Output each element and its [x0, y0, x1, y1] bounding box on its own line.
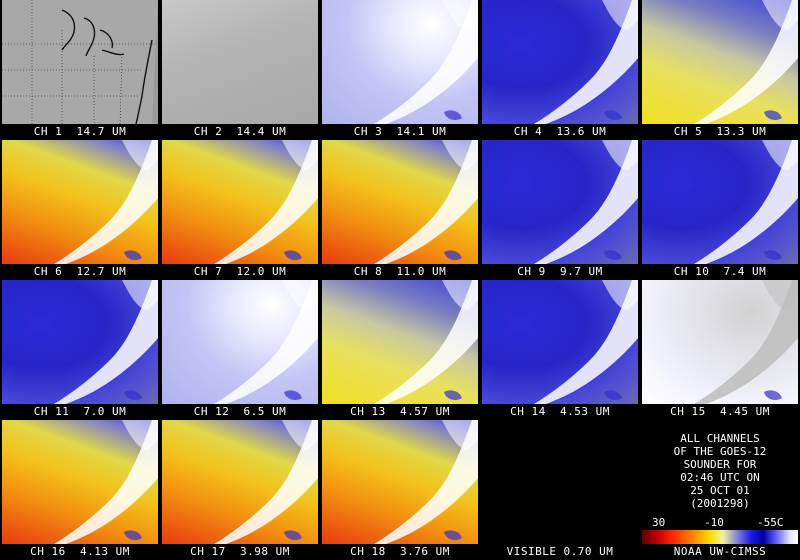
channel-label: CH 8 11.0 UM [353, 265, 447, 278]
channel-image [2, 420, 158, 544]
info-line-5: 25 OCT 01 [690, 484, 750, 497]
channel-tile: CH 9 9.7 UM [480, 140, 640, 280]
channel-image [482, 140, 638, 264]
channel-label: CH 18 3.76 UM [350, 545, 450, 558]
channel-tile: CH 11 7.0 UM [0, 280, 160, 420]
channel-image [642, 140, 798, 264]
channel-tile: CH 18 3.76 UM [320, 420, 480, 560]
channel-image [482, 0, 638, 124]
channel-label: CH 5 13.3 UM [673, 125, 767, 138]
channel-image [2, 140, 158, 264]
channel-tile: CH 6 12.7 UM [0, 140, 160, 280]
channel-tile: CH 12 6.5 UM [160, 280, 320, 420]
info-line-1: ALL CHANNELS [680, 432, 760, 445]
channel-tile: CH 1 14.7 UM [0, 0, 160, 140]
channel-image [482, 420, 638, 544]
channel-label: CH 1 14.7 UM [33, 125, 127, 138]
channel-image [322, 420, 478, 544]
channel-label: CH 6 12.7 UM [33, 265, 127, 278]
channel-tile: CH 10 7.4 UM [640, 140, 800, 280]
channel-label: CH 2 14.4 UM [193, 125, 287, 138]
channel-label: CH 4 13.6 UM [513, 125, 607, 138]
channel-tile: CH 13 4.57 UM [320, 280, 480, 420]
info-line-4: 02:46 UTC ON [680, 471, 760, 484]
channel-label: CH 17 3.98 UM [190, 545, 290, 558]
channel-tile: CH 5 13.3 UM [640, 0, 800, 140]
info-line-6: (2001298) [690, 497, 750, 510]
channel-tile: CH 3 14.1 UM [320, 0, 480, 140]
info-line-3: SOUNDER FOR [683, 458, 757, 471]
color-scale-bar [642, 530, 798, 544]
channel-image [322, 280, 478, 404]
channel-label: VISIBLE 0.70 UM [506, 545, 614, 558]
color-scale-labels: 30 -10 -55C [640, 517, 800, 529]
channel-image [162, 0, 318, 124]
channel-label: CH 12 6.5 UM [193, 405, 287, 418]
info-panel: ALL CHANNELS OF THE GOES-12 SOUNDER FOR … [640, 420, 800, 560]
channel-image [642, 0, 798, 124]
channel-label: CH 7 12.0 UM [193, 265, 287, 278]
channel-tile: CH 17 3.98 UM [160, 420, 320, 560]
channel-tile: CH 8 11.0 UM [320, 140, 480, 280]
channel-tile: CH 14 4.53 UM [480, 280, 640, 420]
channel-tile: CH 4 13.6 UM [480, 0, 640, 140]
channel-label: CH 14 4.53 UM [510, 405, 610, 418]
scale-label-mid: -10 [704, 516, 724, 529]
channel-label: CH 9 9.7 UM [517, 265, 603, 278]
info-line-2: OF THE GOES-12 [673, 445, 767, 458]
channel-image [482, 280, 638, 404]
channel-label: CH 13 4.57 UM [350, 405, 450, 418]
channel-tile: VISIBLE 0.70 UM [480, 420, 640, 560]
channel-image [2, 0, 158, 124]
channel-image [322, 140, 478, 264]
channel-label: CH 11 7.0 UM [33, 405, 127, 418]
channel-label: CH 3 14.1 UM [353, 125, 447, 138]
channel-image [162, 280, 318, 404]
channel-image [162, 420, 318, 544]
channel-tile: CH 16 4.13 UM [0, 420, 160, 560]
channel-tile: CH 2 14.4 UM [160, 0, 320, 140]
scale-label-low: 30 [652, 516, 666, 529]
channel-image [162, 140, 318, 264]
channel-tile: CH 7 12.0 UM [160, 140, 320, 280]
channel-label: CH 10 7.4 UM [673, 265, 767, 278]
channel-image [2, 280, 158, 404]
channel-tile: CH 15 4.45 UM [640, 280, 800, 420]
credit-text: NOAA UW-CIMSS [673, 545, 767, 558]
scale-label-high: -55C [757, 516, 784, 529]
channel-image [322, 0, 478, 124]
channel-image [642, 280, 798, 404]
channel-label: CH 15 4.45 UM [670, 405, 770, 418]
channel-label: CH 16 4.13 UM [30, 545, 130, 558]
